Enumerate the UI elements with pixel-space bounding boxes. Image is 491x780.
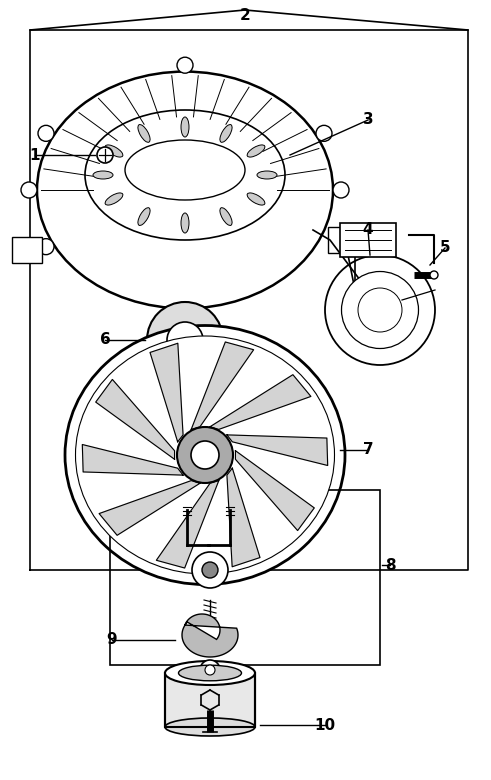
Text: 9: 9 — [107, 633, 117, 647]
Ellipse shape — [105, 193, 123, 205]
Text: 4: 4 — [363, 222, 373, 237]
Ellipse shape — [325, 255, 435, 365]
Circle shape — [191, 441, 219, 469]
Circle shape — [167, 322, 203, 358]
Ellipse shape — [65, 325, 345, 584]
Polygon shape — [99, 480, 200, 535]
Ellipse shape — [138, 207, 150, 225]
Ellipse shape — [220, 207, 232, 225]
Polygon shape — [96, 379, 174, 459]
Polygon shape — [227, 468, 260, 567]
Ellipse shape — [181, 213, 189, 233]
FancyBboxPatch shape — [12, 237, 42, 263]
Text: 5: 5 — [439, 240, 450, 256]
FancyBboxPatch shape — [340, 223, 396, 257]
Ellipse shape — [165, 718, 255, 736]
Circle shape — [38, 239, 54, 254]
Text: 8: 8 — [384, 558, 395, 573]
Polygon shape — [165, 673, 255, 727]
Ellipse shape — [85, 110, 285, 240]
Ellipse shape — [165, 661, 255, 685]
Circle shape — [430, 271, 438, 279]
Polygon shape — [191, 342, 254, 429]
Circle shape — [97, 147, 113, 163]
Text: 10: 10 — [314, 718, 335, 732]
Text: 2: 2 — [240, 8, 250, 23]
Ellipse shape — [138, 125, 150, 142]
Polygon shape — [156, 480, 219, 568]
Ellipse shape — [76, 336, 334, 574]
Circle shape — [192, 552, 228, 588]
Circle shape — [147, 302, 223, 378]
Ellipse shape — [181, 117, 189, 137]
Text: 3: 3 — [363, 112, 373, 127]
Ellipse shape — [125, 140, 245, 200]
Ellipse shape — [37, 72, 333, 308]
Text: 6: 6 — [100, 332, 110, 348]
Ellipse shape — [257, 171, 277, 179]
Ellipse shape — [342, 271, 418, 349]
Polygon shape — [150, 343, 183, 441]
Circle shape — [202, 562, 218, 578]
Circle shape — [316, 126, 332, 141]
Circle shape — [21, 182, 37, 198]
Polygon shape — [82, 445, 183, 475]
Ellipse shape — [93, 171, 113, 179]
Polygon shape — [227, 435, 327, 466]
Circle shape — [333, 182, 349, 198]
Circle shape — [38, 126, 54, 141]
Circle shape — [200, 660, 220, 680]
Circle shape — [177, 57, 193, 73]
Ellipse shape — [179, 665, 242, 681]
Ellipse shape — [220, 125, 232, 142]
Text: explodedviewParts.com: explodedviewParts.com — [179, 401, 312, 410]
FancyBboxPatch shape — [328, 227, 358, 253]
Circle shape — [205, 665, 215, 675]
Ellipse shape — [358, 288, 402, 332]
Ellipse shape — [247, 145, 265, 157]
Text: 7: 7 — [363, 442, 373, 458]
Polygon shape — [236, 451, 314, 530]
Ellipse shape — [247, 193, 265, 205]
Circle shape — [177, 427, 233, 483]
Polygon shape — [210, 374, 311, 429]
Ellipse shape — [105, 145, 123, 157]
Polygon shape — [182, 614, 238, 657]
Text: 1: 1 — [30, 147, 40, 162]
